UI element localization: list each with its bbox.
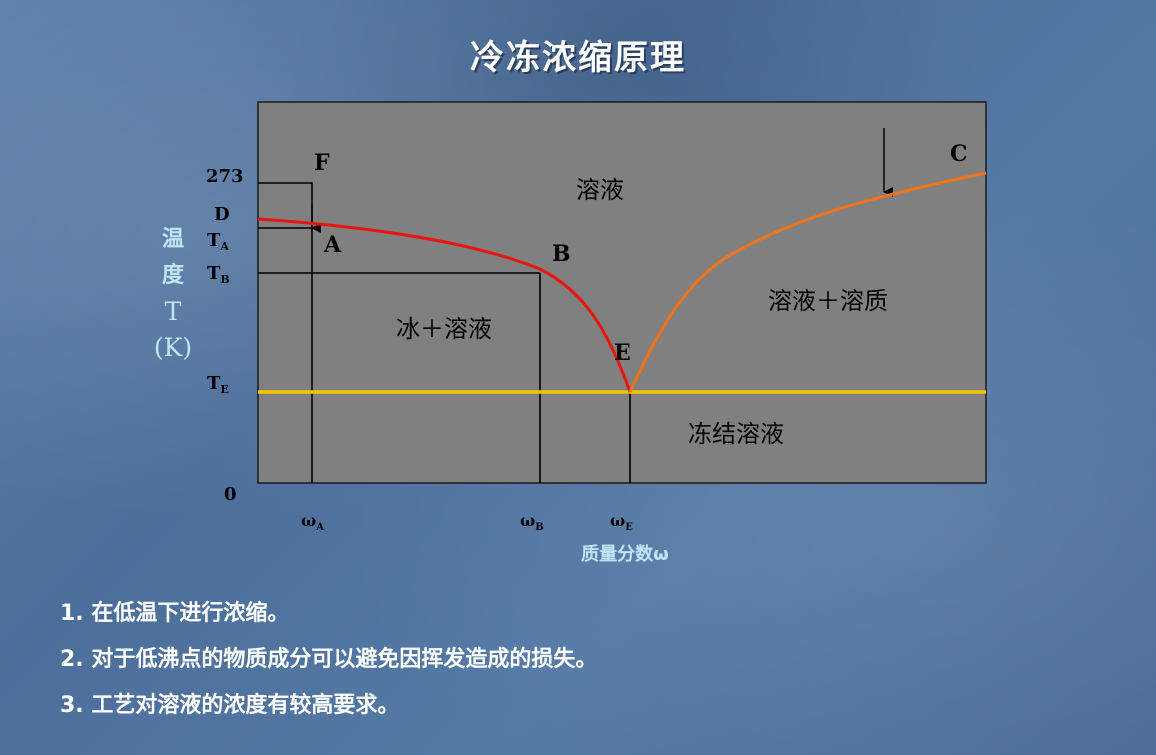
region-solution-solute: 溶液＋溶质 [768,287,888,315]
tick-zero: 0 [224,484,237,505]
y-axis-label: 温 度 T (K) [150,222,196,366]
note-item: 1. 在低温下进行浓缩。 [60,601,290,626]
region-solution: 溶液 [576,176,624,204]
slide-title: 冷冻浓缩原理 [470,38,686,78]
note-item: 2. 对于低沸点的物质成分可以避免因挥发造成的损失。 [60,647,598,672]
notes-list: 1. 在低温下进行浓缩。 2. 对于低沸点的物质成分可以避免因挥发造成的损失。 … [60,598,597,736]
plot-area [257,101,987,484]
phase-diagram: F A B E C 溶液 冰＋溶液 溶液＋溶质 冻结溶液 273 D TA TB… [206,101,987,533]
x-axis-title: 质量分数ω [581,544,669,565]
region-ice-solution: 冰＋溶液 [396,315,492,343]
tick-we: ωE [610,511,633,533]
guide-lines [258,182,631,483]
point-e-label: E [614,340,631,366]
point-b-label: B [552,241,571,267]
y-axis-char-2: 度 [161,263,184,288]
tick-ta: TA [207,230,229,253]
solubility-curve [628,171,987,393]
tick-te: TE [207,373,229,396]
tick-273: 273 [206,166,244,187]
region-frozen-solution: 冻结溶液 [688,420,784,448]
point-c-label: C [950,141,968,167]
point-f-label: F [314,150,330,176]
tick-wa: ωA [301,511,324,533]
y-axis-unit-symbol: T [164,297,182,326]
tick-d: D [214,204,230,225]
tick-wb: ωB [520,511,544,533]
ice-curve [257,217,632,393]
point-a-label: A [323,232,342,258]
y-axis-unit: (K) [153,333,193,362]
note-item: 3. 工艺对溶液的浓度有较高要求。 [60,693,400,718]
y-axis-char-1: 温 [161,227,184,252]
tick-tb: TB [207,263,230,286]
